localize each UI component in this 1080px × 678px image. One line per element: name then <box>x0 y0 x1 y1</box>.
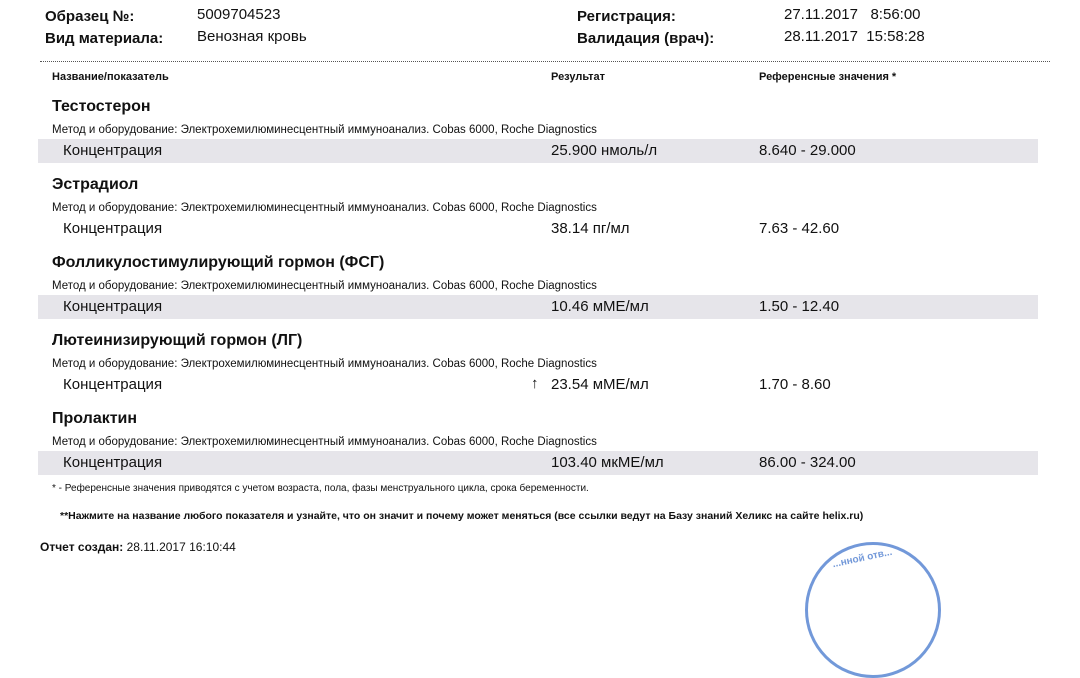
result-row: Концентрация ↑ 23.54 мМЕ/мл 1.70 - 8.60 <box>38 373 1038 397</box>
parameter-label: Концентрация <box>63 454 163 471</box>
stamp: ...нной отв... <box>805 542 941 678</box>
registration-value: 27.11.2017 8:56:00 <box>784 6 921 23</box>
test-section: Эстрадиол Метод и оборудование: Электрох… <box>0 176 1080 260</box>
test-method: Метод и оборудование: Электрохемилюминес… <box>52 202 597 214</box>
result-row: Концентрация 38.14 пг/мл 7.63 - 42.60 <box>38 217 1038 241</box>
test-title[interactable]: Пролактин <box>52 410 138 427</box>
material-label: Вид материала: <box>45 30 164 47</box>
parameter-label: Концентрация <box>63 142 163 159</box>
result-value: 38.14 пг/мл <box>551 220 630 237</box>
parameter-label: Концентрация <box>63 220 163 237</box>
registration-label: Регистрация: <box>577 8 676 25</box>
column-header-reference: Референсные значения * <box>759 71 897 83</box>
reference-range: 7.63 - 42.60 <box>759 220 840 237</box>
result-row: Концентрация 25.900 нмоль/л 8.640 - 29.0… <box>38 139 1038 163</box>
footnote-reference: * - Референсные значения приводятся с уч… <box>52 483 589 494</box>
footnote-links: **Нажмите на название любого показателя … <box>60 510 864 522</box>
test-section: Тестостерон Метод и оборудование: Электр… <box>0 98 1080 182</box>
column-header-name: Название/показатель <box>52 71 169 83</box>
sample-value: 5009704523 <box>197 6 281 23</box>
test-section: Фолликулостимулирующий гормон (ФСГ) Мето… <box>0 254 1080 338</box>
test-title[interactable]: Эстрадиол <box>52 176 139 193</box>
report-created-value: 28.11.2017 16:10:44 <box>126 540 236 554</box>
result-value: 23.54 мМЕ/мл <box>551 376 649 393</box>
parameter-label: Концентрация <box>63 298 163 315</box>
test-method: Метод и оборудование: Электрохемилюминес… <box>52 436 597 448</box>
reference-range: 8.640 - 29.000 <box>759 142 856 159</box>
result-value: 10.46 мМЕ/мл <box>551 298 649 315</box>
test-section: Пролактин Метод и оборудование: Электрох… <box>0 410 1080 494</box>
divider <box>40 61 1050 62</box>
test-method: Метод и оборудование: Электрохемилюминес… <box>52 280 597 292</box>
validation-value: 28.11.2017 15:58:28 <box>784 28 925 45</box>
result-row: Концентрация 10.46 мМЕ/мл 1.50 - 12.40 <box>38 295 1038 319</box>
reference-range: 86.00 - 324.00 <box>759 454 856 471</box>
test-title[interactable]: Тестостерон <box>52 98 151 115</box>
test-section: Лютеинизирующий гормон (ЛГ) Метод и обор… <box>0 332 1080 416</box>
result-value: 25.900 нмоль/л <box>551 142 658 159</box>
result-value: 103.40 мкМЕ/мл <box>551 454 664 471</box>
material-value: Венозная кровь <box>197 28 307 45</box>
parameter-label: Концентрация <box>63 376 163 393</box>
report-created: Отчет создан: 28.11.2017 16:10:44 <box>40 540 236 554</box>
reference-range: 1.50 - 12.40 <box>759 298 840 315</box>
test-title[interactable]: Фолликулостимулирующий гормон (ФСГ) <box>52 254 385 271</box>
validation-label: Валидация (врач): <box>577 30 715 47</box>
reference-range: 1.70 - 8.60 <box>759 376 831 393</box>
test-method: Метод и оборудование: Электрохемилюминес… <box>52 358 597 370</box>
high-flag-arrow-icon: ↑ <box>531 375 539 392</box>
column-header-result: Результат <box>551 71 606 83</box>
report-created-label: Отчет создан: <box>40 540 124 554</box>
sample-label: Образец №: <box>45 8 135 25</box>
test-title[interactable]: Лютеинизирующий гормон (ЛГ) <box>52 332 303 349</box>
test-method: Метод и оборудование: Электрохемилюминес… <box>52 124 597 136</box>
result-row: Концентрация 103.40 мкМЕ/мл 86.00 - 324.… <box>38 451 1038 475</box>
